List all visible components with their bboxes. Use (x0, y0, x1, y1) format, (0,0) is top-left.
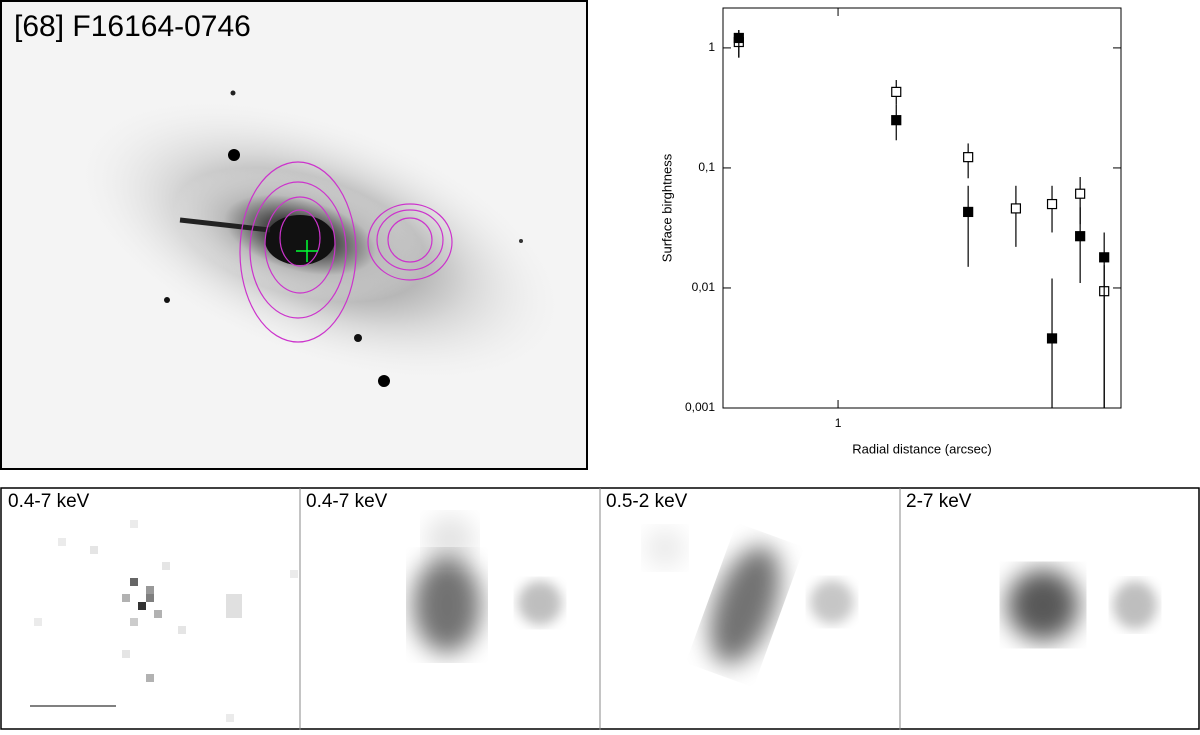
panel-smoothed (413, 515, 562, 653)
optical-image: [68] F16164-0746 (0, 0, 588, 470)
profile-chart: Radial distance (arcsec) Surface birghtn… (659, 7, 1122, 456)
data-point (733, 32, 744, 44)
image-title: [68] F16164-0746 (14, 10, 251, 43)
y-tick-label: 0,01 (692, 280, 716, 294)
data-point (1075, 231, 1086, 242)
x-axis-label: Radial distance (arcsec) (852, 441, 991, 456)
y-axis-label: Surface birghtness (659, 153, 674, 262)
x-tick-label: 1 (835, 416, 842, 430)
data-point (963, 206, 974, 218)
data-point (891, 86, 902, 97)
y-tick-label: 0,1 (698, 160, 715, 174)
data-point (1099, 252, 1110, 263)
data-point (1010, 203, 1022, 214)
data-point (963, 152, 974, 163)
y-tick-label: 1 (708, 40, 715, 54)
data-point (1046, 333, 1058, 344)
panel-hard (1007, 569, 1157, 641)
panel-raw (30, 520, 298, 722)
data-point (1075, 188, 1086, 199)
xray-panels: 0.4-7 keV 0.4-7 keV 0.5-2 keV 2-7 keV (0, 487, 1200, 730)
panel-label: 0.4-7 keV (8, 491, 90, 512)
panel-label: 2-7 keV (906, 491, 972, 512)
panel-label: 0.4-7 keV (306, 491, 388, 512)
data-point (1046, 198, 1058, 210)
data-point (891, 115, 902, 126)
y-tick-label: 0,001 (685, 400, 715, 414)
panel-soft (645, 528, 854, 665)
panel-label: 0.5-2 keV (606, 491, 688, 512)
